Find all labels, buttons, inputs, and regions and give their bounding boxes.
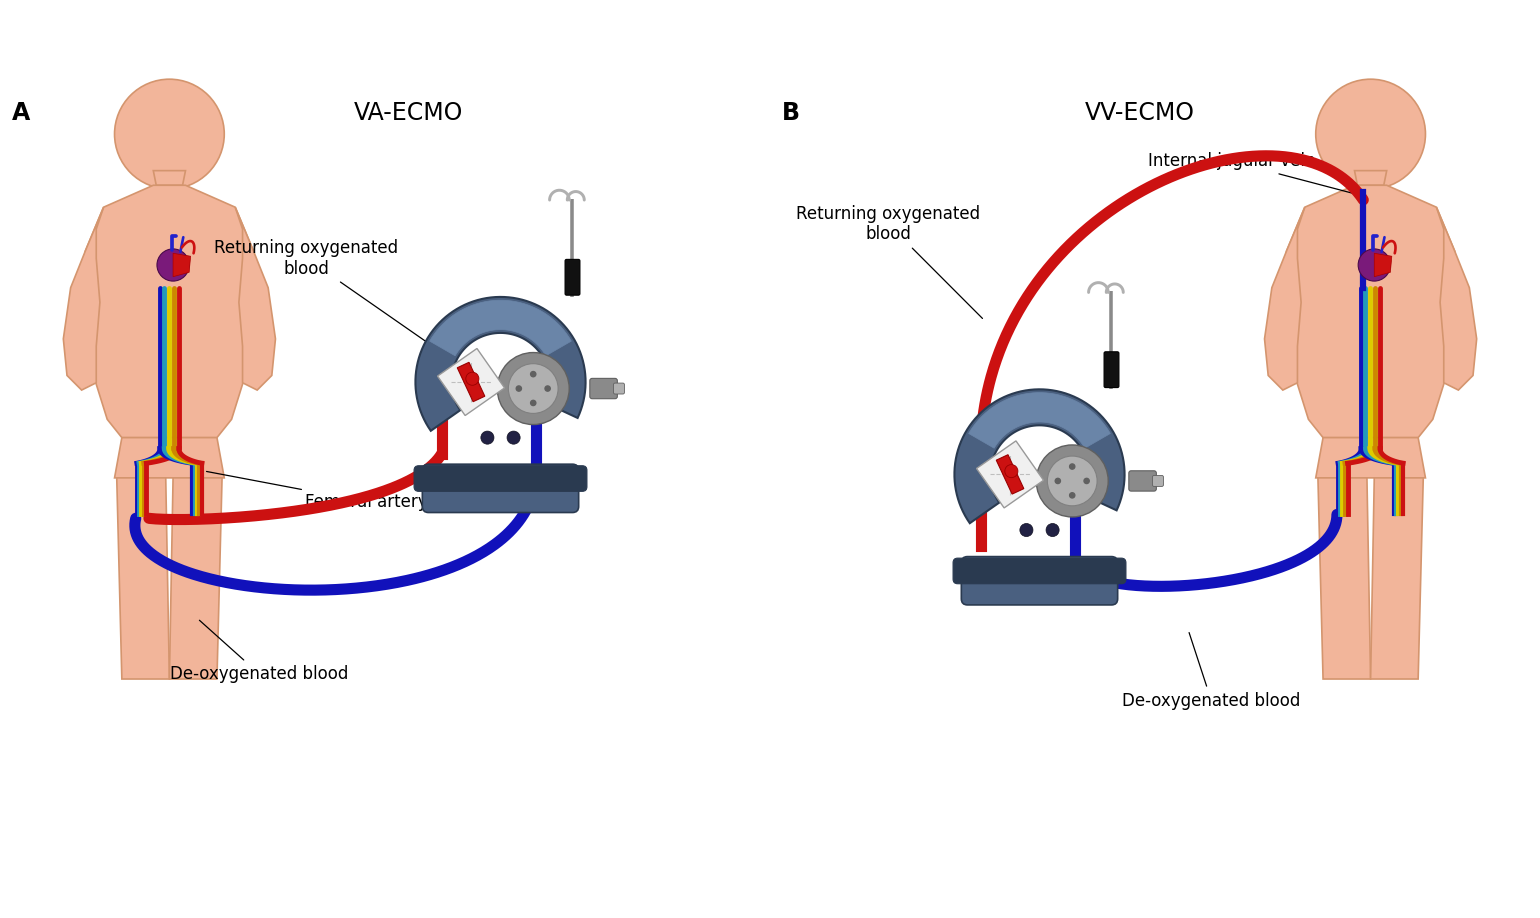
Circle shape	[1084, 478, 1089, 484]
Circle shape	[1070, 464, 1075, 469]
Polygon shape	[1264, 207, 1304, 390]
Circle shape	[531, 372, 536, 376]
Polygon shape	[437, 349, 505, 416]
Polygon shape	[172, 253, 191, 276]
FancyBboxPatch shape	[613, 383, 624, 394]
Polygon shape	[117, 478, 169, 679]
Circle shape	[1070, 493, 1075, 498]
FancyBboxPatch shape	[961, 556, 1118, 605]
Polygon shape	[154, 171, 185, 185]
Circle shape	[1047, 456, 1096, 506]
FancyBboxPatch shape	[565, 260, 581, 296]
FancyBboxPatch shape	[422, 465, 579, 512]
Text: Internal jugular vein: Internal jugular vein	[1147, 152, 1361, 196]
FancyBboxPatch shape	[590, 378, 618, 398]
Polygon shape	[1371, 478, 1423, 679]
Polygon shape	[955, 389, 1124, 523]
Polygon shape	[63, 207, 103, 390]
Text: Femoral artery: Femoral artery	[206, 472, 428, 510]
Polygon shape	[457, 363, 485, 402]
FancyBboxPatch shape	[953, 558, 1126, 584]
Circle shape	[531, 400, 536, 406]
Circle shape	[480, 431, 494, 444]
Circle shape	[114, 79, 225, 189]
Polygon shape	[1283, 185, 1458, 438]
Polygon shape	[114, 438, 225, 478]
Circle shape	[1055, 478, 1061, 484]
Polygon shape	[996, 454, 1024, 494]
Circle shape	[1358, 249, 1391, 281]
Circle shape	[157, 249, 189, 281]
Polygon shape	[1437, 207, 1477, 390]
Text: Returning oxygenated
blood: Returning oxygenated blood	[214, 239, 442, 353]
Polygon shape	[1374, 253, 1392, 276]
FancyBboxPatch shape	[1129, 471, 1157, 491]
Circle shape	[1004, 465, 1018, 477]
Circle shape	[1036, 445, 1109, 517]
Circle shape	[1315, 79, 1426, 189]
Polygon shape	[1315, 438, 1426, 478]
Polygon shape	[82, 185, 257, 438]
Circle shape	[1019, 523, 1033, 537]
Circle shape	[1046, 523, 1060, 537]
Text: B: B	[781, 101, 799, 125]
Polygon shape	[169, 478, 222, 679]
Circle shape	[465, 372, 479, 386]
Text: A: A	[12, 101, 29, 125]
Circle shape	[507, 431, 521, 444]
Polygon shape	[976, 441, 1044, 508]
Polygon shape	[416, 297, 585, 431]
Polygon shape	[969, 393, 1110, 448]
Polygon shape	[236, 207, 276, 390]
Text: Returning oxygenated
blood: Returning oxygenated blood	[796, 205, 983, 319]
Circle shape	[545, 386, 550, 391]
FancyBboxPatch shape	[414, 465, 587, 491]
Circle shape	[516, 386, 522, 391]
Polygon shape	[430, 300, 571, 356]
Polygon shape	[1318, 478, 1371, 679]
Polygon shape	[1355, 171, 1386, 185]
FancyBboxPatch shape	[1104, 352, 1120, 387]
Circle shape	[497, 353, 570, 424]
FancyBboxPatch shape	[1152, 476, 1163, 487]
Text: VV-ECMO: VV-ECMO	[1084, 101, 1195, 125]
Circle shape	[508, 364, 557, 413]
Text: De-oxygenated blood: De-oxygenated blood	[1123, 633, 1300, 710]
Text: VA-ECMO: VA-ECMO	[353, 101, 464, 125]
Text: De-oxygenated blood: De-oxygenated blood	[169, 621, 348, 683]
